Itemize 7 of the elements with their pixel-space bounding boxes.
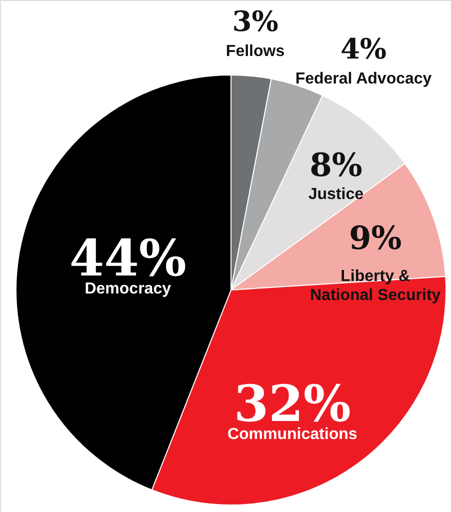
slice-label: Justice xyxy=(308,186,364,203)
data-label: 3% xyxy=(232,5,278,38)
slice-label: Fellows xyxy=(226,43,285,60)
data-label: 4% xyxy=(340,32,387,66)
slice-label: Federal Advocacy xyxy=(295,70,432,88)
data-label: 9% xyxy=(348,219,402,258)
data-label: 8% xyxy=(310,146,362,184)
